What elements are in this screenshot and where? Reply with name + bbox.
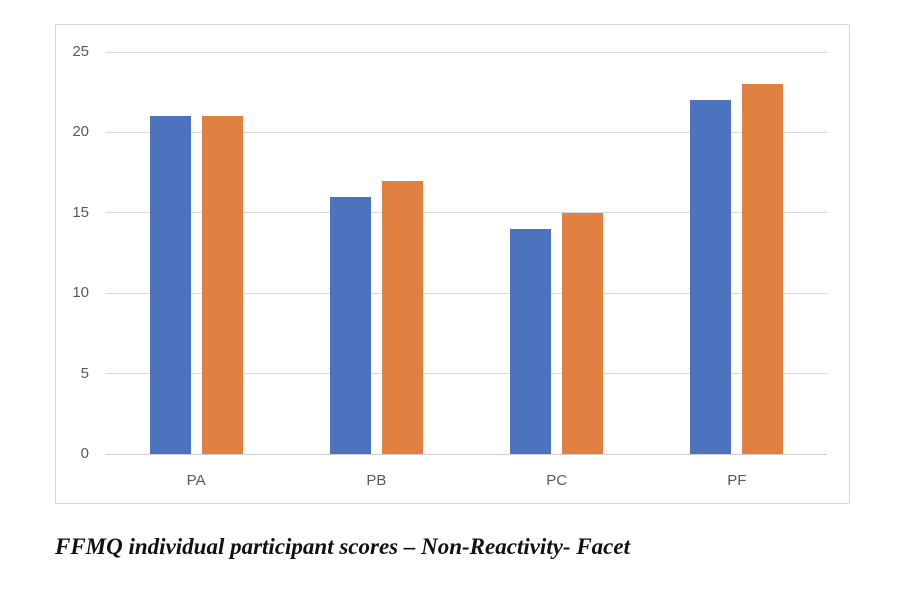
x-axis-label-PB: PB: [366, 472, 387, 489]
gridline-15: [106, 212, 827, 214]
plot-area: 0 5 10 15 20 25 PA PB PC PF: [72, 43, 827, 489]
bar-orange-series-PF: [742, 84, 784, 454]
x-axis-label-PC: PC: [546, 472, 568, 489]
chart-frame: 0 5 10 15 20 25 PA PB PC PF: [55, 24, 850, 504]
x-axis-label-PA: PA: [186, 472, 206, 489]
gridline-25: [106, 51, 827, 53]
bar-blue-series-PB: [329, 196, 371, 454]
bar-orange-series-PA: [201, 116, 243, 454]
bar-orange-series-PC: [562, 212, 604, 454]
chart-caption: FFMQ individual participant scores – Non…: [55, 534, 630, 559]
bar-blue-series-PF: [690, 100, 732, 454]
gridline-10: [106, 292, 827, 294]
y-axis-tick-0: 0: [80, 445, 89, 462]
y-axis-tick-20: 20: [72, 123, 89, 141]
gridline-5: [106, 373, 827, 375]
bar-orange-series-PB: [381, 180, 423, 454]
gridline-20: [106, 131, 827, 133]
y-axis-tick-5: 5: [80, 364, 89, 382]
x-axis-label-PF: PF: [727, 472, 747, 489]
y-axis-tick-10: 10: [72, 284, 89, 302]
y-axis-tick-25: 25: [72, 43, 89, 60]
y-axis-tick-15: 15: [72, 203, 89, 221]
x-axis-line: [106, 453, 827, 455]
bar-blue-series-PA: [149, 116, 191, 454]
bar-blue-series-PC: [510, 228, 552, 454]
